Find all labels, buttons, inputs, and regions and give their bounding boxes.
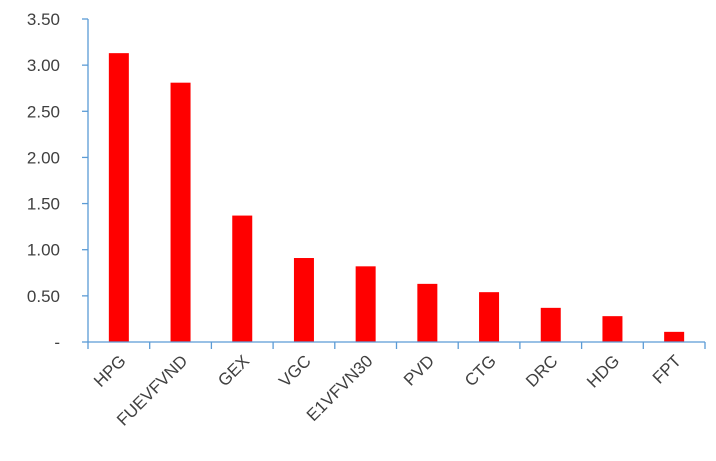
bar-drc [540,307,561,342]
bar-hpg [108,53,129,343]
x-tick-label: GEX [214,351,253,390]
x-tick-label: CTG [461,351,500,390]
bar-fpt [664,331,685,342]
y-tick-label: - [54,333,60,352]
x-tick-label: HPG [90,351,129,390]
y-tick-label: 0.50 [27,287,60,306]
y-tick-label: 1.00 [27,241,60,260]
x-tick-label: PVD [400,351,438,389]
bar-gex [232,215,253,342]
y-tick-label: 2.00 [27,148,60,167]
y-tick-label: 3.00 [27,56,60,75]
y-tick-label: 2.50 [27,102,60,121]
x-tick-label: FPT [649,351,685,387]
x-tick-label: DRC [522,351,561,390]
x-tick-label: E1VFVN30 [303,351,377,425]
bar-vgc [293,258,314,342]
x-tick-label: HDG [583,351,623,391]
bar-fuevfvnd [170,82,191,343]
y-tick-label: 3.50 [27,10,60,29]
bar-ctg [479,292,500,342]
bar-e1vfvn30 [355,266,376,342]
bar-hdg [602,316,623,342]
bars-layer [108,53,685,343]
axes-layer [82,18,706,349]
x-tick-label: VGC [275,351,314,390]
bar-pvd [417,283,438,342]
y-tick-label: 1.50 [27,195,60,214]
